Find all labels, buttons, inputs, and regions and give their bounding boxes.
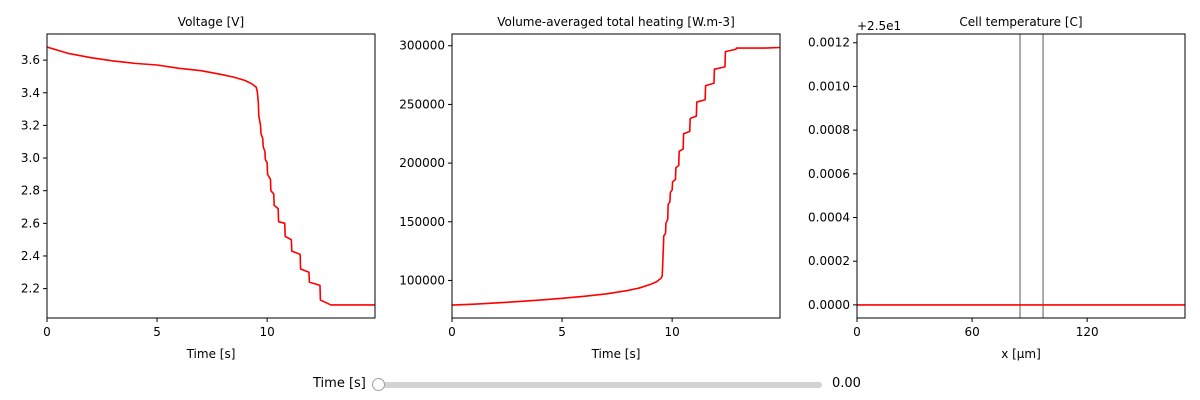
voltage-ytick-label-5: 3.2 <box>21 118 40 132</box>
temperature-axes: Cell temperature [C] 0 60 120 0.0000 0.0002 0.… <box>808 15 1186 361</box>
heating-series-line-0 <box>452 46 780 306</box>
voltage-axes: Voltage [V] 0 5 10 2.2 2.4 2.6 2.8 3.0 3.2 3.4 3.6 T… <box>21 15 376 361</box>
temperature-offset-text: +2.5e1 <box>857 19 901 33</box>
voltage-frame <box>46 33 376 319</box>
temperature-title: Cell temperature [C] <box>959 15 1082 29</box>
voltage-xlabel: Time [s] <box>186 347 236 361</box>
temperature-ytick-label-1: 0.0002 <box>808 254 850 268</box>
temperature-ytick-label-5: 0.0010 <box>808 79 850 93</box>
heating-xtick-label-0: 0 <box>448 325 456 339</box>
voltage-xtick-label-1: 5 <box>153 325 161 339</box>
heating-ytick-label-2: 200000 <box>399 156 445 170</box>
voltage-xtick-label-0: 0 <box>43 325 51 339</box>
heating-xtick-label-2: 10 <box>664 325 679 339</box>
heating-ytick-label-4: 300000 <box>399 39 445 53</box>
heating-ytick-label-0: 100000 <box>399 273 445 287</box>
temperature-ytick-label-0: 0.0000 <box>808 298 850 312</box>
time-slider-track[interactable] <box>378 382 822 388</box>
temperature-ytick-label-6: 0.0012 <box>808 36 850 50</box>
voltage-ytick-label-2: 2.6 <box>21 216 40 230</box>
voltage-ytick-label-4: 3.0 <box>21 151 40 165</box>
heating-xlabel: Time [s] <box>591 347 641 361</box>
voltage-xtick-label-2: 10 <box>259 325 274 339</box>
slider-label: Time [s] <box>313 376 366 391</box>
temperature-ytick-label-2: 0.0004 <box>808 211 850 225</box>
heating-xtick-label-1: 5 <box>558 325 566 339</box>
temperature-ytick-label-4: 0.0008 <box>808 123 850 137</box>
temperature-xtick-label-1: 60 <box>964 325 979 339</box>
heating-title: Volume-averaged total heating [W.m-3] <box>497 15 735 29</box>
voltage-ytick-label-7: 3.6 <box>21 53 40 67</box>
heating-ytick-label-1: 150000 <box>399 215 445 229</box>
voltage-ytick-label-6: 3.4 <box>21 86 40 100</box>
temperature-xtick-label-2: 120 <box>1076 325 1099 339</box>
voltage-ytick-label-3: 2.8 <box>21 184 40 198</box>
temperature-xtick-label-0: 0 <box>853 325 861 339</box>
slider-value: 0.00 <box>832 376 861 391</box>
voltage-series-line-0 <box>47 46 375 306</box>
temperature-xlabel: x [μm] <box>1001 347 1041 361</box>
heating-ytick-label-3: 250000 <box>399 97 445 111</box>
heating-frame <box>451 33 781 319</box>
temperature-ytick-label-3: 0.0006 <box>808 167 850 181</box>
heating-axes: Volume-averaged total heating [W.m-3] 0 5 1… <box>399 15 781 361</box>
voltage-ytick-label-1: 2.4 <box>21 249 40 263</box>
time-slider-handle[interactable] <box>371 378 385 391</box>
temperature-frame <box>856 33 1186 319</box>
voltage-title: Voltage [V] <box>178 15 244 29</box>
voltage-ytick-label-0: 2.2 <box>21 282 40 296</box>
